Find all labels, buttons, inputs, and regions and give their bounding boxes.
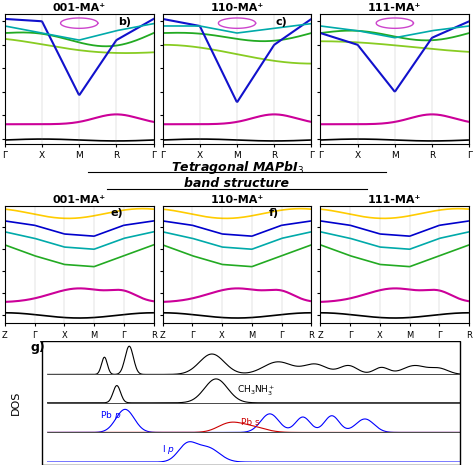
Text: band structure: band structure xyxy=(184,177,290,191)
Bar xyxy=(42,341,460,465)
Title: 111-MA⁺: 111-MA⁺ xyxy=(368,3,421,13)
Text: g): g) xyxy=(30,341,45,354)
Text: c): c) xyxy=(276,17,287,27)
Text: e): e) xyxy=(110,208,123,218)
Text: f): f) xyxy=(268,208,278,218)
Text: DOS: DOS xyxy=(11,391,21,415)
Title: 110-MA⁺: 110-MA⁺ xyxy=(210,195,264,205)
Title: 110-MA⁺: 110-MA⁺ xyxy=(210,3,264,13)
Title: 001-MA⁺: 001-MA⁺ xyxy=(53,195,106,205)
Title: 111-MA⁺: 111-MA⁺ xyxy=(368,195,421,205)
Text: Tetragonal MAPbI$_3$: Tetragonal MAPbI$_3$ xyxy=(171,159,303,176)
Title: 001-MA⁺: 001-MA⁺ xyxy=(53,3,106,13)
Text: b): b) xyxy=(118,17,131,27)
